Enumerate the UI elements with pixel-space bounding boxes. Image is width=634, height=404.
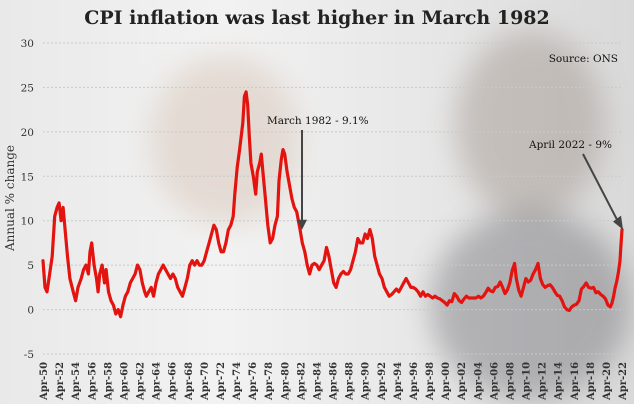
source-note: Source: ONS — [549, 53, 618, 65]
x-tick-label: Apr-60 — [119, 362, 130, 401]
x-tick-label: Apr-56 — [87, 362, 98, 401]
x-tick-label: Apr-18 — [586, 362, 597, 401]
y-tick-label: 20 — [21, 127, 34, 139]
x-tick-label: Apr-20 — [602, 362, 613, 401]
x-tick-label: Apr-88 — [345, 362, 356, 401]
x-tick-label: Apr-80 — [280, 362, 291, 401]
x-tick-label: Apr-84 — [312, 362, 323, 401]
background-photo-left — [150, 55, 300, 225]
x-tick-label: Apr-14 — [554, 362, 565, 401]
annotation-layer: March 1982 - 9.1% April 2022 - 9% — [267, 115, 623, 230]
x-tick-label: Apr-90 — [361, 362, 372, 401]
x-tick-label: Apr-10 — [522, 362, 533, 401]
x-tick-label: Apr-58 — [103, 362, 114, 401]
x-tick-label: Apr-70 — [200, 362, 211, 401]
series-layer — [41, 90, 624, 319]
x-tick-label: Apr-98 — [425, 362, 436, 401]
x-tick-label: Apr-54 — [71, 362, 82, 401]
x-tick-label: Apr-62 — [136, 362, 147, 401]
x-tick-label: Apr-82 — [296, 362, 307, 401]
x-tick-labels: Apr-50 Apr-52 Apr-54 Apr-56 Apr-58 Apr-60 Apr-… — [39, 362, 629, 401]
y-tick-label: 10 — [21, 216, 34, 228]
x-tick-label: Apr-50 — [39, 362, 50, 401]
x-tick-label: Apr-74 — [232, 362, 243, 401]
y-tick-label: 15 — [21, 171, 34, 183]
x-tick-label: Apr-04 — [473, 362, 484, 401]
x-tick-label: Apr-12 — [538, 362, 549, 401]
x-tick-label: Apr-64 — [152, 362, 163, 401]
x-tick-label: Apr-66 — [168, 362, 179, 401]
y-tick-labels: -5 0 5 10 15 20 25 30 — [21, 38, 34, 361]
annotation-march-1982: March 1982 - 9.1% — [267, 115, 369, 127]
chart-title: CPI inflation was last higher in March 1… — [84, 7, 549, 29]
x-tick-label: Apr-00 — [441, 362, 452, 401]
y-tick-label: -5 — [24, 349, 34, 361]
y-tick-label: 25 — [21, 82, 34, 94]
background-photo-right-body — [430, 210, 630, 400]
x-tick-label: Apr-94 — [393, 362, 404, 401]
cpi-series-line — [41, 90, 624, 319]
x-tick-label: Apr-06 — [489, 362, 500, 401]
y-tick-label: 5 — [27, 260, 34, 272]
x-tick-label: Apr-72 — [216, 362, 227, 401]
grid-layer — [43, 42, 622, 355]
annotation-april-2022: April 2022 - 9% — [528, 139, 612, 151]
background-photo-right — [455, 30, 605, 220]
x-tick-label: Apr-22 — [618, 362, 629, 401]
y-tick-label: 0 — [27, 305, 34, 317]
x-tick-label: Apr-96 — [409, 362, 420, 401]
x-tick-label: Apr-78 — [264, 362, 275, 401]
x-tick-label: Apr-08 — [505, 362, 516, 401]
annotation-arrowhead-2022 — [613, 215, 623, 230]
annotation-arrowhead-1982 — [297, 219, 307, 230]
x-tick-label: Apr-92 — [377, 362, 388, 401]
x-tick-label: Apr-02 — [457, 362, 468, 401]
annotation-arrow-2022 — [582, 153, 619, 223]
x-tick-label: Apr-52 — [55, 362, 66, 401]
x-tick-label: Apr-16 — [570, 362, 581, 401]
y-axis-label: Annual % change — [3, 145, 17, 252]
x-tick-label: Apr-86 — [329, 362, 340, 401]
y-tick-label: 30 — [21, 38, 34, 50]
x-tick-label: Apr-68 — [184, 362, 195, 401]
x-tick-label: Apr-76 — [248, 362, 259, 401]
